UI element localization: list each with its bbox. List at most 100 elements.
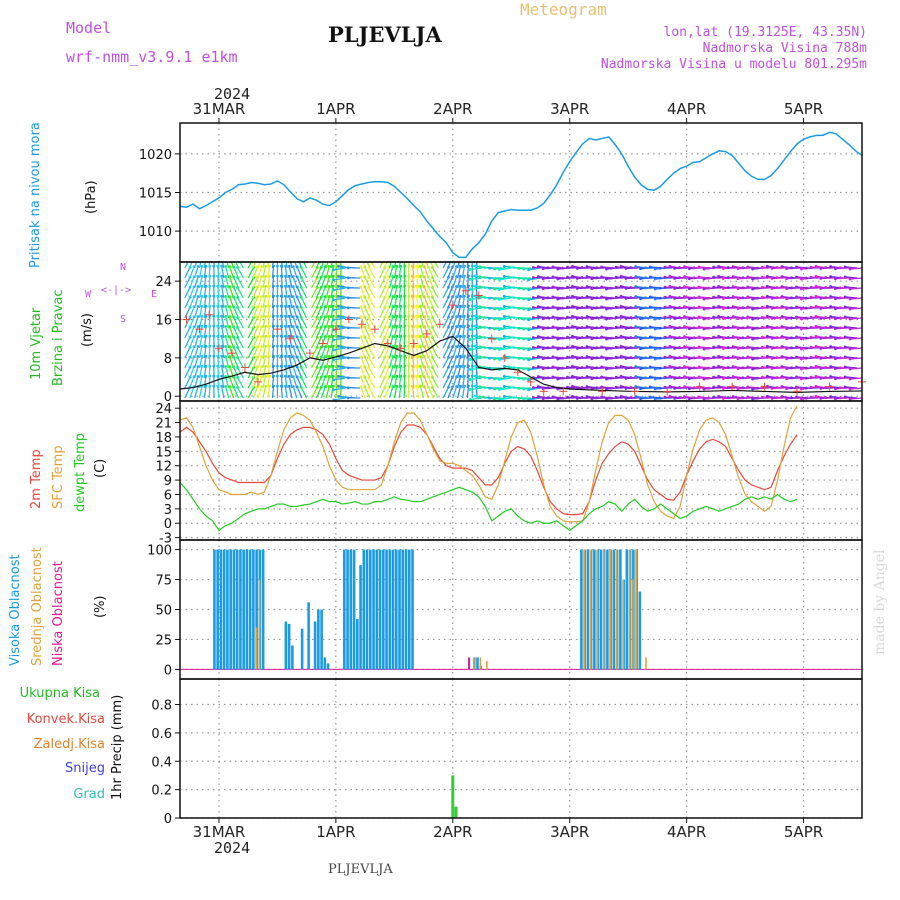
wind-gust-mark (630, 387, 639, 396)
cloud-bar (232, 549, 236, 670)
panel-2-ytick-label: 12 (155, 460, 172, 475)
panel-4-frame (179, 678, 863, 819)
cloud-bar (219, 549, 223, 670)
panel-2-ytick-label: 9 (164, 474, 172, 489)
wind-gust-mark (760, 382, 769, 391)
x-label-top: 1APR (316, 100, 355, 118)
wind-gust-mark (318, 339, 327, 348)
cloud-bar (245, 549, 249, 670)
cloud-bar (394, 549, 398, 670)
cloud-bar (411, 549, 414, 670)
cloud-bar (635, 549, 638, 670)
panel-4-ytick-label: 0 (164, 812, 172, 827)
wind-rose-icon: <-|-> (101, 285, 132, 296)
model-altitude-text: Nadmorska Visina u modelu 801.295m (600, 57, 867, 72)
wind-gust-mark (500, 353, 509, 362)
cloud-bar (645, 657, 647, 670)
station-title: PLJEVLJA (328, 22, 442, 47)
wind-gust-mark (435, 320, 444, 329)
wind-gust-mark (474, 291, 483, 300)
precip-bar (451, 775, 455, 818)
x-label-top: 4APR (667, 100, 706, 118)
cloud-bar (349, 549, 353, 670)
model-label: Model (66, 19, 112, 37)
x-label-bottom: 1APR (316, 823, 355, 841)
cloud-bar (385, 549, 388, 670)
cloud-bar (239, 549, 242, 670)
wind-gust-mark (695, 382, 704, 391)
cloud-bar (235, 549, 239, 670)
wind-gust-mark (728, 382, 737, 391)
precip-legend-total: Ukupna Kisa (19, 686, 100, 701)
x-label-bottom: 4APR (667, 823, 706, 841)
cloud-bar (632, 579, 634, 670)
x-label-bottom: 31MAR (193, 823, 246, 841)
wind-gust-mark (513, 368, 522, 377)
cloud-bar (317, 609, 320, 670)
cloud-bar (216, 549, 219, 670)
cloud-bar (307, 602, 310, 670)
cloud-bar (242, 549, 245, 670)
wind-gust-mark (273, 325, 282, 334)
cloud-bar (404, 549, 408, 670)
dewpoint-line (179, 482, 798, 532)
wind-gust-mark (526, 377, 535, 386)
panel-2-ytick-label: 15 (155, 445, 172, 460)
product-title: Meteogram (520, 0, 607, 19)
panel-3-ytick-label: 75 (155, 574, 172, 589)
cloud-bar (586, 549, 590, 670)
panel-0-ytick-label: 1010 (139, 225, 172, 240)
panel-1-ytick-label: 0 (164, 390, 172, 405)
wind-dir-s: S (120, 314, 127, 325)
temp-2m-line (179, 424, 798, 516)
x-label-bottom: 5APR (784, 823, 823, 841)
wind-speed-line (179, 335, 863, 393)
footer-station: PLJEVLJA (328, 862, 393, 877)
x-label-bottom: 2APR (433, 823, 472, 841)
wind-dir-e: E (151, 289, 158, 300)
wind-gust-mark (396, 344, 405, 353)
cloud-bar (369, 549, 372, 670)
wind-gust-mark (286, 334, 295, 343)
cloud-bar (486, 661, 488, 670)
wind-gust-mark (357, 320, 366, 329)
cloud-bar (343, 549, 346, 670)
cloud-bar (628, 549, 631, 670)
x-label-top: 2APR (433, 100, 472, 118)
cloud-bar (323, 657, 327, 670)
cloud-bar (476, 657, 479, 670)
cloud-bar (375, 549, 379, 670)
x-label-top: 31MAR (193, 100, 246, 118)
wind-gust-mark (182, 315, 191, 324)
wind-gust-mark (793, 387, 802, 396)
cloud-bar (222, 549, 226, 670)
wind-dir-w: W (85, 289, 92, 300)
cloud-bar (320, 609, 323, 670)
precip-legend-hail: Grad (73, 787, 105, 802)
wind-gust-mark (195, 325, 204, 334)
cloud-bar (401, 549, 405, 670)
cloud-bar (352, 549, 356, 670)
wind-gust-mark (448, 301, 457, 310)
cloud-bar (606, 549, 609, 670)
panel-4-ytick-label: 0.2 (151, 784, 172, 799)
wind-gust-mark (461, 286, 470, 295)
panel-3-ytick-label: 0 (164, 663, 172, 678)
precip-legend-convective: Konvek.Kisa (26, 712, 105, 727)
cloud-bar (372, 549, 375, 670)
wind-gust-mark (305, 349, 314, 358)
panel-3-ytick-label: 25 (155, 633, 172, 648)
wind-gust-mark (331, 325, 340, 334)
cloud-bar (638, 591, 642, 670)
cloud-bar (378, 549, 382, 670)
cloud-bar (362, 549, 366, 670)
model-name: wrf-nmm_v3.9.1 e1km (66, 48, 238, 66)
wind-gust-mark (205, 310, 214, 319)
panel-4-ytick-label: 0.8 (151, 699, 172, 714)
year-top: 2024 (214, 85, 251, 103)
wind-gust-mark (214, 344, 223, 353)
cloud-bar (391, 549, 395, 670)
cloud-bar (255, 549, 258, 670)
cloud-bar (388, 549, 392, 670)
cloud-bar (258, 579, 261, 670)
